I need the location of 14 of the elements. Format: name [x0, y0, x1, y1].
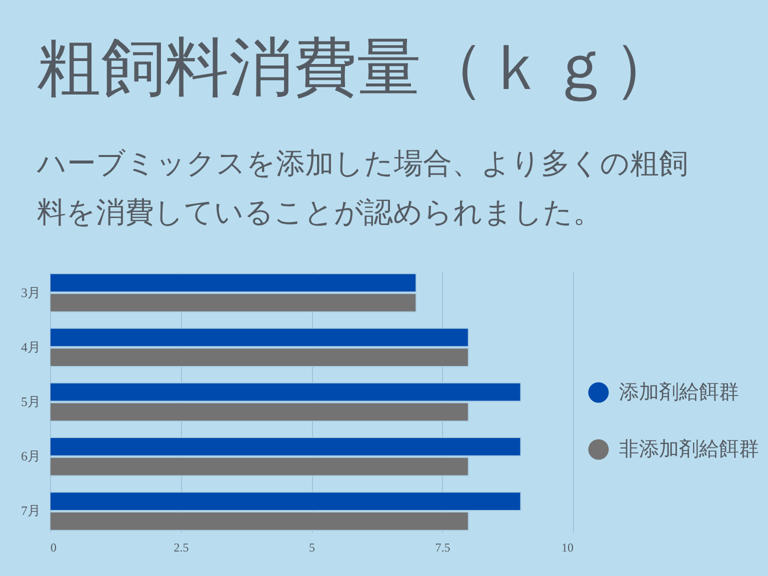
x-tick-label: 0	[50, 540, 56, 554]
y-tick-label: 5月	[21, 394, 40, 409]
x-tick-label: 7.5	[435, 540, 450, 554]
chart-title: 粗飼料消費量（ｋｇ）	[37, 32, 677, 103]
chart-subtitle: ハーブミックスを添加した場合、より多くの粗飼料を消費していることが認められました。	[36, 148, 688, 229]
x-tick-label: 10	[562, 540, 574, 554]
y-tick-label: 4月	[21, 339, 40, 354]
y-tick-label: 3月	[21, 284, 40, 300]
y-tick-label: 6月	[21, 448, 40, 464]
y-tick-label: 7月	[21, 503, 40, 518]
legend-label: 添加剤給餌群	[619, 382, 739, 404]
legend-label: 非添加剤給餌群	[619, 438, 759, 460]
x-tick-label: 5	[309, 540, 315, 554]
x-tick-label: 2.5	[174, 540, 189, 554]
